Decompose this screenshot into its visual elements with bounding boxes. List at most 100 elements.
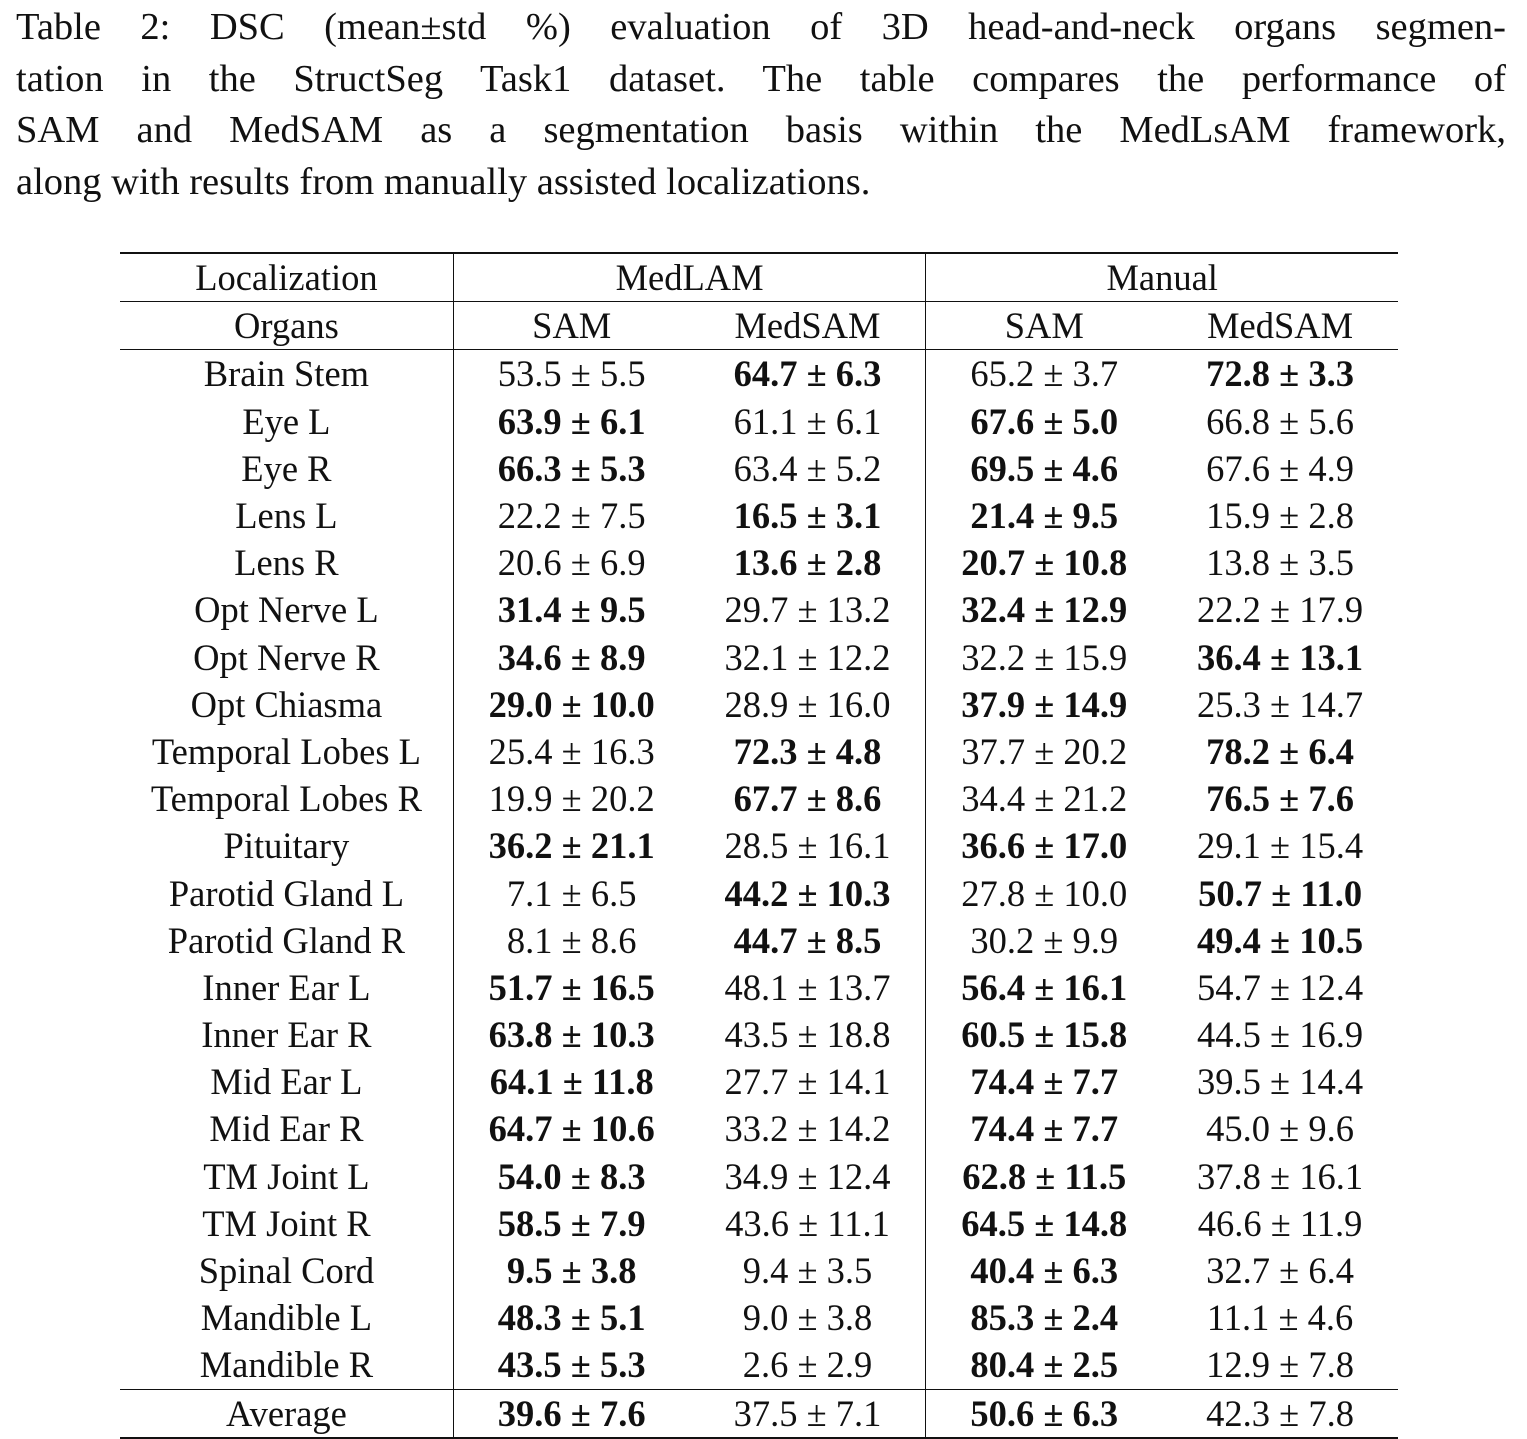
dsc-cell: 49.4 ± 10.5: [1162, 917, 1398, 964]
dsc-cell: 28.5 ± 16.1: [689, 822, 927, 870]
dsc-value: 29.1 ± 15.4: [1197, 825, 1364, 867]
table-row: Lens R 20.6 ± 6.9 13.6 ± 2.8 20.7 ± 10.8 13.…: [120, 539, 1398, 587]
dsc-value: 28.5 ± 16.1: [724, 825, 891, 867]
dsc-value: 48.1 ± 13.7: [724, 966, 891, 1008]
table-row: Eye L 63.9 ± 6.1 61.1 ± 6.1 67.6 ± 5.0 66.8 …: [120, 397, 1398, 445]
dsc-cell: 58.5 ± 7.9: [453, 1200, 689, 1247]
dsc-cell: 62.8 ± 11.5: [926, 1153, 1162, 1200]
dsc-cell: 2.6 ± 2.9: [689, 1341, 927, 1389]
dsc-cell: 28.9 ± 16.0: [689, 680, 927, 728]
dsc-cell: 22.2 ± 7.5: [453, 492, 689, 539]
dsc-value: 13.6 ± 2.8: [733, 542, 882, 584]
dsc-value: 50.6 ± 6.3: [970, 1392, 1119, 1434]
dsc-cell: 51.7 ± 16.5: [453, 964, 689, 1011]
table-row: Mandible L 48.3 ± 5.1 9.0 ± 3.8 85.3 ± 2.4 1…: [120, 1294, 1398, 1342]
table-caption: Table 2: DSC (mean±std %) evaluation of …: [16, 2, 1506, 208]
table-row: Opt Nerve L 31.4 ± 9.5 29.7 ± 13.2 32.4 ± 1…: [120, 586, 1398, 634]
dsc-value: 44.5 ± 16.9: [1197, 1014, 1364, 1056]
dsc-value: 29.0 ± 10.0: [488, 683, 655, 725]
dsc-cell: 43.5 ± 5.3: [453, 1341, 689, 1389]
dsc-cell: 50.7 ± 11.0: [1162, 869, 1398, 916]
dsc-value: 32.7 ± 6.4: [1206, 1250, 1354, 1292]
organ-name: Mandible R: [120, 1341, 454, 1389]
dsc-value: 66.3 ± 5.3: [497, 447, 646, 489]
dsc-value: 48.3 ± 5.1: [497, 1297, 646, 1339]
dsc-value: 22.2 ± 7.5: [497, 495, 646, 537]
table-row: Inner Ear L 51.7 ± 16.5 48.1 ± 13.7 56.4 ± …: [120, 963, 1398, 1011]
dsc-value: 34.6 ± 8.9: [497, 636, 646, 678]
organ-name: Parotid Gland L: [120, 869, 454, 917]
dsc-cell: 44.7 ± 8.5: [689, 916, 927, 964]
dsc-cell: 61.1 ± 6.1: [689, 397, 927, 445]
dsc-cell: 29.7 ± 13.2: [689, 586, 927, 634]
table-row: Temporal Lobes R 19.9 ± 20.2 67.7 ± 8.6 34.…: [120, 775, 1398, 823]
dsc-value: 51.7 ± 16.5: [488, 966, 655, 1008]
dsc-value: 63.4 ± 5.2: [733, 447, 882, 489]
dsc-cell: 13.6 ± 2.8: [689, 539, 927, 587]
table-row: Parotid Gland R 8.1 ± 8.6 44.7 ± 8.5 30.2 ±…: [120, 916, 1398, 964]
dsc-value: 37.9 ± 14.9: [961, 683, 1128, 725]
table-row: Parotid Gland L 7.1 ± 6.5 44.2 ± 10.3 27.8 …: [120, 869, 1398, 917]
dsc-value: 39.5 ± 14.4: [1197, 1061, 1364, 1103]
dsc-value: 37.7 ± 20.2: [961, 730, 1128, 772]
dsc-value: 36.2 ± 21.1: [488, 825, 655, 867]
dsc-value: 44.7 ± 8.5: [733, 919, 882, 961]
organ-name: Parotid Gland R: [120, 916, 454, 964]
dsc-cell: 66.8 ± 5.6: [1162, 398, 1398, 445]
column-header: SAM: [925, 301, 1163, 350]
table-row: TM Joint R 58.5 ± 7.9 43.6 ± 11.1 64.5 ± 14…: [120, 1199, 1398, 1247]
dsc-value: 34.9 ± 12.4: [724, 1155, 891, 1197]
organ-name: Opt Chiasma: [120, 680, 454, 728]
dsc-value: 43.5 ± 18.8: [724, 1014, 891, 1056]
dsc-value: 30.2 ± 9.9: [970, 919, 1119, 961]
dsc-value: 64.7 ± 6.3: [733, 353, 882, 395]
dsc-cell: 65.2 ± 3.7: [925, 349, 1163, 398]
column-header: MedSAM: [1162, 301, 1398, 350]
dsc-value: 39.6 ± 7.6: [497, 1392, 646, 1434]
dsc-value: 21.4 ± 9.5: [970, 495, 1119, 537]
dsc-cell: 13.8 ± 3.5: [1162, 539, 1398, 586]
table-row: Opt Chiasma 29.0 ± 10.0 28.9 ± 16.0 37.9 ± …: [120, 680, 1398, 728]
column-header: MedSAM: [689, 301, 927, 350]
organ-name: Opt Nerve L: [120, 586, 454, 634]
dsc-cell: 37.5 ± 7.1: [689, 1388, 927, 1439]
dsc-cell: 72.8 ± 3.3: [1162, 349, 1398, 398]
dsc-cell: 43.5 ± 18.8: [689, 1011, 927, 1059]
dsc-value: 9.4 ± 3.5: [742, 1250, 873, 1292]
dsc-value: 25.3 ± 14.7: [1197, 683, 1364, 725]
dsc-cell: 30.2 ± 9.9: [926, 917, 1162, 964]
dsc-value: 11.1 ± 4.6: [1206, 1297, 1354, 1339]
dsc-cell: 9.4 ± 3.5: [689, 1246, 927, 1295]
dsc-value: 72.3 ± 4.8: [733, 730, 882, 772]
dsc-cell: 22.2 ± 17.9: [1162, 586, 1398, 633]
dsc-value: 76.5 ± 7.6: [1206, 778, 1354, 820]
dsc-cell: 64.1 ± 11.8: [453, 1058, 689, 1105]
dsc-value: 31.4 ± 9.5: [497, 589, 646, 631]
dsc-cell: 44.2 ± 10.3: [689, 869, 927, 917]
results-table: Localization MedLAM Manual Organs SAM Me…: [120, 252, 1398, 1439]
dsc-cell: 33.2 ± 14.2: [689, 1105, 927, 1153]
dsc-cell: 48.3 ± 5.1: [453, 1294, 689, 1341]
manual-group-header: Manual: [925, 252, 1398, 302]
dsc-cell: 19.9 ± 20.2: [453, 775, 689, 822]
dsc-cell: 37.8 ± 16.1: [1162, 1153, 1398, 1200]
dsc-value: 37.5 ± 7.1: [733, 1392, 882, 1434]
table-body: Brain Stem 53.5 ± 5.5 64.7 ± 6.3 65.2 ± 3.7…: [120, 349, 1398, 1439]
dsc-value: 69.5 ± 4.6: [970, 447, 1119, 489]
organs-header: Organs: [120, 301, 454, 350]
table-row: Mandible R 43.5 ± 5.3 2.6 ± 2.9 80.4 ± 2.5 1…: [120, 1341, 1398, 1389]
dsc-cell: 27.8 ± 10.0: [926, 869, 1162, 916]
organ-name: Mid Ear R: [120, 1105, 454, 1153]
dsc-value: 16.5 ± 3.1: [733, 495, 882, 537]
organ-name: TM Joint L: [120, 1152, 454, 1200]
dsc-cell: 78.2 ± 6.4: [1162, 728, 1398, 775]
dsc-cell: 80.4 ± 2.5: [926, 1341, 1162, 1389]
dsc-cell: 36.4 ± 13.1: [1162, 634, 1398, 681]
dsc-value: 28.9 ± 16.0: [724, 683, 891, 725]
dsc-value: 58.5 ± 7.9: [497, 1202, 646, 1244]
dsc-value: 15.9 ± 2.8: [1206, 495, 1354, 537]
dsc-value: 40.4 ± 6.3: [970, 1250, 1119, 1292]
organ-name: Temporal Lobes L: [120, 727, 454, 776]
caption-line: Table 2: DSC (mean±std %) evaluation of …: [16, 6, 1506, 48]
table-row: Inner Ear R 63.8 ± 10.3 43.5 ± 18.8 60.5 ± …: [120, 1011, 1398, 1059]
